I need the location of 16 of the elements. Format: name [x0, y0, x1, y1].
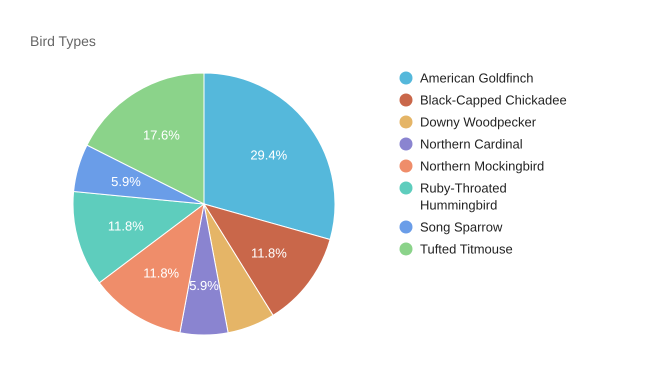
data-label: 11.8% [108, 218, 144, 234]
legend-label: Song Sparrow [420, 220, 503, 235]
legend-label: Tufted Titmouse [420, 242, 513, 257]
data-label: 11.8% [250, 245, 288, 260]
data-label: 5.9% [111, 174, 142, 190]
legend-label: Northern Mockingbird [420, 158, 544, 174]
data-label: 29.4% [250, 148, 288, 163]
legend-label: American Goldfinch [420, 70, 534, 86]
data-label: 17.6% [142, 127, 180, 142]
data-label: 5.9% [189, 278, 220, 293]
chart-title: Bird Types [30, 33, 96, 49]
legend-label: Black-Capped Chickadee [420, 92, 567, 108]
legend-label: Ruby-Throated Hummingbird [420, 180, 507, 213]
data-label: 11.8% [143, 266, 180, 281]
legend-label: Northern Cardinal [420, 136, 523, 152]
legend-label: Downy Woodpecker [420, 114, 537, 130]
